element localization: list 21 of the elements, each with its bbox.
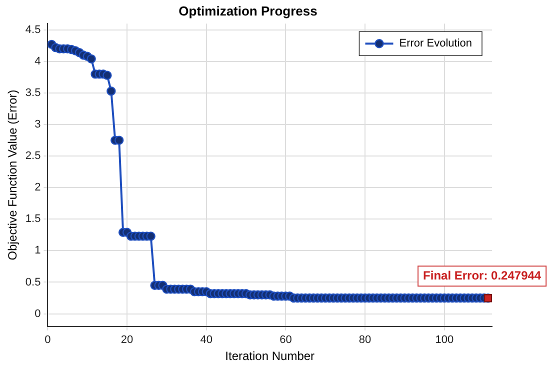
x-tick-label: 20 — [120, 334, 134, 346]
x-tick-label: 0 — [44, 334, 51, 346]
y-axis-title: Objective Function Value (Error) — [6, 90, 20, 260]
y-tick-label: 1 — [34, 244, 41, 257]
y-tick-label: 0.5 — [25, 276, 41, 288]
y-tick-label: 4.5 — [25, 24, 41, 36]
y-tick-label: 3 — [34, 118, 41, 131]
annotation: Final Error: 0.247944 — [423, 268, 542, 282]
x-tick-label: 80 — [358, 334, 372, 346]
y-tick-label: 3.5 — [25, 87, 41, 100]
chart-title: Optimization Progress — [178, 3, 318, 18]
x-tick-label: 60 — [280, 334, 292, 346]
legend-label: Error Evolution — [399, 38, 472, 50]
x-tick-label: 100 — [435, 334, 454, 346]
y-tick-label: 0 — [34, 308, 41, 320]
x-tick-label: 40 — [200, 334, 212, 346]
y-tick-label: 2.5 — [25, 150, 41, 162]
y-tick-label: 2 — [34, 182, 41, 194]
x-axis-title: Iteration Number — [225, 349, 315, 364]
y-tick-label: 1.5 — [25, 213, 41, 226]
y-tick-label: 4 — [34, 55, 41, 68]
